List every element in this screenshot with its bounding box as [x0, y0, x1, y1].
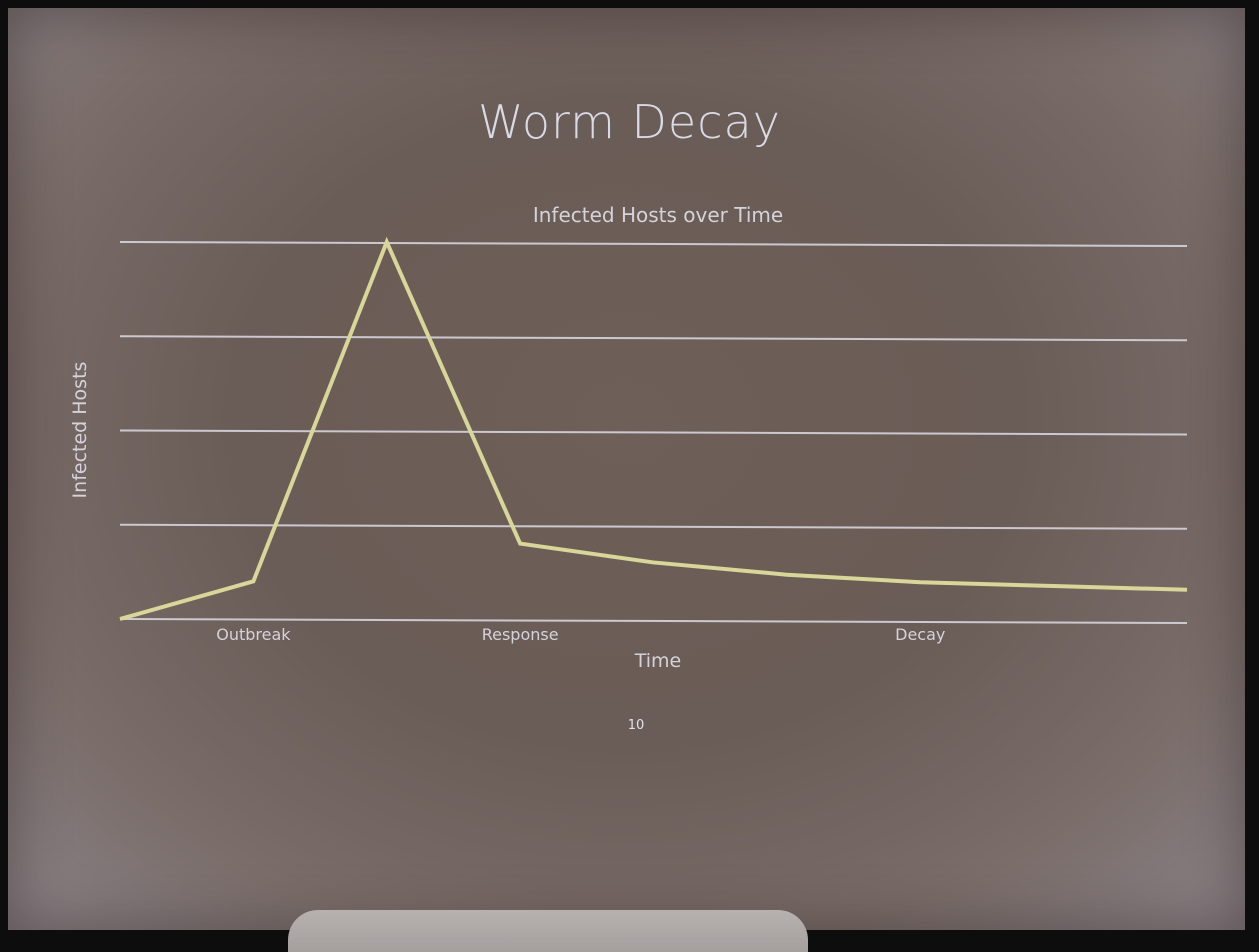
grid-line	[119, 523, 1188, 530]
projection-screen	[8, 8, 1245, 930]
slide-title: Worm Decay	[478, 95, 781, 149]
grid-line	[119, 241, 1188, 247]
x-tick-label: Decay	[895, 625, 945, 644]
y-axis-label: Infected Hosts	[69, 361, 91, 499]
series-lines	[119, 236, 1188, 621]
x-axis-label: Time	[634, 650, 682, 672]
page-number: 10	[627, 718, 645, 733]
x-tick-label: Outbreak	[216, 625, 291, 644]
x-tick-labels: Outbreak Response Decay	[216, 625, 945, 644]
grid-lines	[119, 241, 1188, 624]
projector-device	[288, 910, 808, 952]
x-tick-label: Response	[482, 625, 559, 644]
series-line	[119, 236, 1188, 621]
grid-line	[119, 618, 1188, 624]
grid-line	[119, 335, 1188, 342]
chart-title: Infected Hosts over Time	[532, 203, 784, 227]
grid-line	[119, 429, 1188, 436]
